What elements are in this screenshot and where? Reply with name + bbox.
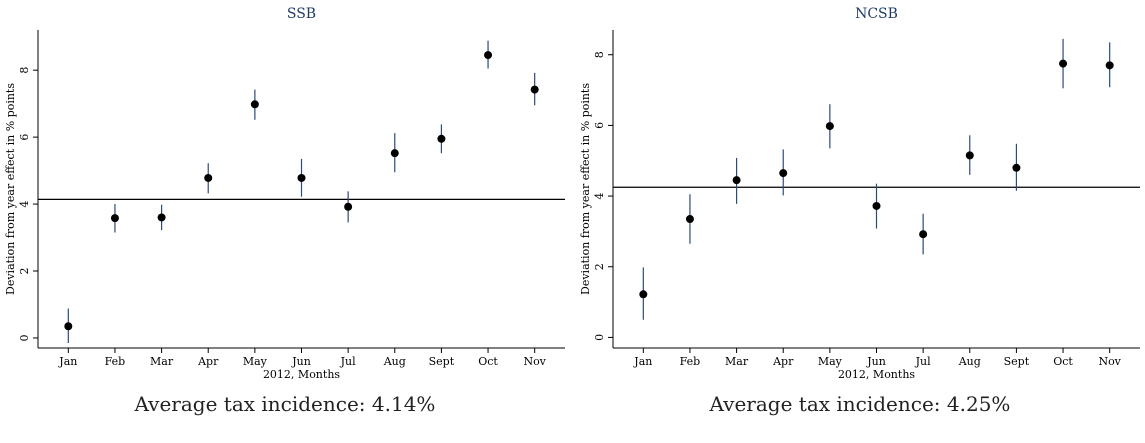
data-point <box>872 201 881 210</box>
x-tick-label: Apr <box>197 355 219 368</box>
data-point <box>484 51 493 60</box>
data-point <box>64 322 73 331</box>
x-tick-label: Feb <box>680 355 701 368</box>
y-axis-label: Deviation from year effect in % points <box>579 83 592 295</box>
x-tick-label: May <box>243 355 268 368</box>
caption-ssb: Average tax incidence: 4.14% <box>134 392 436 416</box>
x-tick-label: May <box>818 355 843 368</box>
x-tick-label: Aug <box>958 355 981 368</box>
x-tick-label: Mar <box>150 355 174 368</box>
chart-ncsb: NCSB 0 2 4 6 8 Deviation from year effect in %… <box>579 6 1140 381</box>
x-tick-label: Apr <box>772 355 794 368</box>
data-point <box>685 215 694 224</box>
y-tick-label: 6 <box>593 122 606 129</box>
x-tick-label: Nov <box>1098 355 1121 368</box>
x-tick-label: Oct <box>1053 355 1073 368</box>
x-axis-label: 2012, Months <box>838 368 915 381</box>
x-tick-label: Jan <box>633 355 652 368</box>
data-point <box>779 169 788 178</box>
data-point <box>530 85 539 94</box>
data-point <box>250 100 259 109</box>
x-tick-label: Feb <box>105 355 126 368</box>
x-tick-label: Sept <box>429 355 455 368</box>
y-tick-label: 8 <box>593 51 606 58</box>
data-point <box>1105 61 1114 70</box>
data-point <box>825 122 834 131</box>
data-point <box>1012 163 1021 172</box>
data-point <box>390 149 399 158</box>
chart-ssb: SSB 0 2 4 6 8 Deviation from year effect in % … <box>4 6 565 381</box>
data-point <box>732 176 741 185</box>
data-point <box>110 214 119 223</box>
chart-panel-ssb: SSB 0 2 4 6 8 Deviation from year effect in % … <box>0 0 570 443</box>
y-tick-label: 4 <box>18 201 31 208</box>
x-tick-label: Jun <box>866 355 886 368</box>
x-tick-label: Jul <box>340 355 356 368</box>
data-point <box>1059 59 1068 68</box>
x-tick-label: Sept <box>1004 355 1030 368</box>
data-point <box>965 151 974 160</box>
y-tick-label: 0 <box>18 334 31 341</box>
y-axis-label: Deviation from year effect in % points <box>4 83 17 295</box>
y-tick-label: 8 <box>18 67 31 74</box>
y-tick-label: 6 <box>18 134 31 141</box>
chart-title: SSB <box>287 6 316 22</box>
x-axis-label: 2012, Months <box>263 368 340 381</box>
y-tick-label: 0 <box>593 334 606 341</box>
x-tick-label: Mar <box>725 355 749 368</box>
data-point <box>157 213 166 222</box>
x-tick-label: Jun <box>291 355 311 368</box>
x-tick-label: Oct <box>478 355 498 368</box>
y-tick-label: 2 <box>18 268 31 275</box>
data-point <box>919 230 928 239</box>
data-point <box>639 290 648 299</box>
data-point <box>297 173 306 182</box>
chart-title: NCSB <box>855 6 898 22</box>
data-point <box>204 173 213 182</box>
x-tick-label: Nov <box>523 355 546 368</box>
data-point <box>344 202 353 211</box>
caption-ncsb: Average tax incidence: 4.25% <box>709 392 1011 416</box>
chart-panel-ncsb: NCSB 0 2 4 6 8 Deviation from year effect in %… <box>575 0 1145 443</box>
x-tick-label: Jul <box>915 355 931 368</box>
x-tick-label: Aug <box>383 355 406 368</box>
y-tick-label: 4 <box>593 193 606 200</box>
data-point <box>437 134 446 143</box>
x-tick-label: Jan <box>58 355 77 368</box>
y-tick-label: 2 <box>593 263 606 270</box>
